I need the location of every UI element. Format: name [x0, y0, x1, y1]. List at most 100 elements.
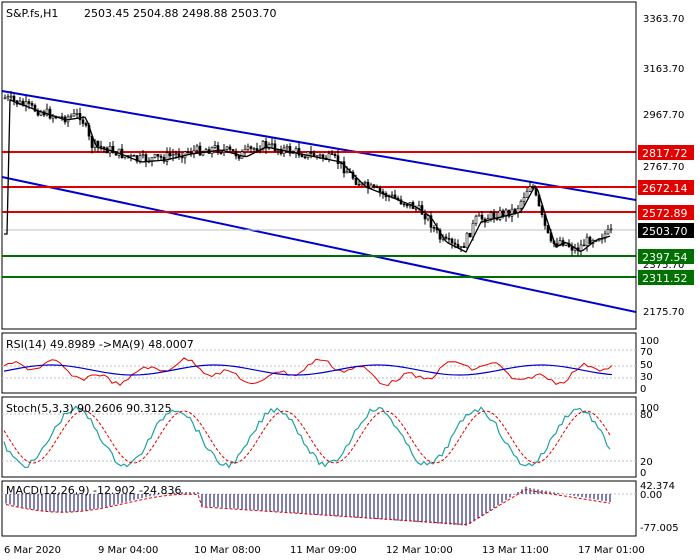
candle-body: [555, 243, 559, 246]
candle-body: [465, 232, 469, 248]
time-tick: 6 Mar 2020: [4, 545, 61, 556]
candle-body: [501, 210, 505, 217]
candle-body: [108, 145, 112, 154]
candle-body: [513, 208, 517, 214]
macd-tick: 0.00: [640, 490, 662, 501]
macd-tick: 42.374: [640, 481, 675, 492]
level-tag-bg: [638, 205, 694, 220]
candle-body: [30, 103, 34, 106]
time-tick: 10 Mar 08:00: [194, 545, 261, 556]
level-tag-bg: [638, 145, 694, 160]
stoch-tick: 0: [640, 468, 646, 479]
rsi-tick: 0: [640, 384, 646, 395]
price-axis: 3363.70 3163.70 2967.70 2767.70 2571.70 …: [635, 2, 694, 329]
candle-body: [372, 184, 376, 187]
candle-body: [546, 225, 550, 234]
candle-body: [120, 148, 124, 159]
candle-body: [159, 155, 163, 158]
rsi-tick: 70: [640, 347, 653, 358]
macd-pane[interactable]: MACD(12,26,9) -12.902 -24.836 42.374 0.0…: [1, 480, 679, 537]
current-price-tag: 2503.70: [642, 225, 688, 238]
price-tick: 2767.70: [643, 162, 684, 173]
time-tick: 17 Mar 01:00: [578, 545, 645, 556]
candle-body: [261, 140, 265, 151]
price-tick: 2967.70: [643, 110, 684, 121]
stoch-tick: 20: [640, 457, 653, 468]
candle-body: [225, 146, 229, 150]
candle-body: [603, 233, 607, 239]
candle-body: [228, 146, 232, 150]
candle-body: [525, 191, 529, 198]
candle-body: [585, 236, 589, 246]
candle-body: [135, 155, 139, 162]
candle-body: [279, 148, 283, 154]
level-tag-label: 2817.72: [642, 147, 688, 160]
candle-body: [288, 146, 292, 154]
candle-body: [33, 104, 37, 112]
candle-body: [522, 197, 526, 202]
candle-body: [9, 95, 13, 98]
candle-body: [309, 151, 313, 154]
candle-body: [270, 143, 274, 146]
candle-body: [423, 214, 427, 220]
candle-body: [249, 146, 253, 149]
rsi-tick: 30: [640, 372, 653, 383]
candle-body: [450, 238, 454, 244]
rsi-tick: 50: [640, 360, 653, 371]
candle-body: [96, 140, 100, 147]
candle-body: [186, 151, 190, 153]
level-tag-bg: [638, 270, 694, 285]
candle-body: [498, 210, 502, 220]
time-tick: 11 Mar 09:00: [290, 545, 357, 556]
candle-body: [375, 186, 379, 188]
rsi-title: RSI(14) 49.8989 ->MA(9) 48.0007: [6, 338, 194, 351]
candle-body: [357, 184, 361, 186]
stoch-pane[interactable]: Stoch(5,3,3) 90.2606 90.3125 100 80 20 0: [1, 396, 659, 479]
candle-body: [231, 149, 235, 152]
candle-body: [165, 152, 169, 162]
candle-body: [609, 228, 613, 231]
candle-body: [156, 154, 160, 157]
ohlc-readout: 2503.45 2504.88 2498.88 2503.70: [84, 7, 276, 20]
price-tick: 2175.70: [643, 307, 684, 318]
channel-lower-line[interactable]: [1, 176, 637, 313]
candle-body: [606, 229, 610, 235]
candle-body: [75, 113, 79, 115]
candle-body: [390, 194, 394, 197]
current-price-tag-bg: [638, 223, 694, 238]
macd-histogram: [5, 486, 611, 526]
candle-body: [198, 145, 202, 156]
candle-body: [243, 148, 247, 153]
time-tick: 9 Mar 04:00: [98, 545, 158, 556]
stoch-title: Stoch(5,3,3) 90.2606 90.3125: [6, 402, 172, 415]
candle-body: [81, 119, 85, 124]
level-tag-bg: [638, 180, 694, 195]
candle-body: [195, 145, 199, 151]
level-tag-bg: [638, 249, 694, 264]
candle-body: [60, 116, 64, 119]
candle-body: [84, 123, 88, 126]
time-tick: 12 Mar 10:00: [386, 545, 453, 556]
candle-body: [78, 113, 82, 121]
stoch-signal-line: [3, 410, 611, 464]
candle-body: [27, 101, 31, 104]
candle-body: [300, 154, 304, 158]
macd-title: MACD(12,26,9) -12.902 -24.836: [6, 484, 181, 497]
candle-body: [12, 95, 16, 101]
candle-body: [297, 148, 301, 156]
macd-signal-line: [5, 488, 611, 526]
candle-body: [507, 209, 511, 217]
candle-body: [405, 204, 409, 207]
price-tick: 3363.70: [643, 14, 684, 25]
rsi-pane[interactable]: RSI(14) 49.8989 ->MA(9) 48.0007 100 70 5…: [1, 332, 659, 395]
candle-body: [528, 186, 532, 192]
main-chart-pane[interactable]: S&P.fs,H1 2503.45 2504.88 2498.88 2503.7…: [1, 1, 637, 330]
candle-body: [303, 156, 307, 159]
candle-body: [369, 184, 373, 189]
candle-body: [462, 246, 466, 248]
candle-body: [141, 154, 145, 157]
candle-body: [342, 161, 346, 174]
candle-body: [318, 154, 322, 157]
candle-body: [213, 145, 217, 148]
